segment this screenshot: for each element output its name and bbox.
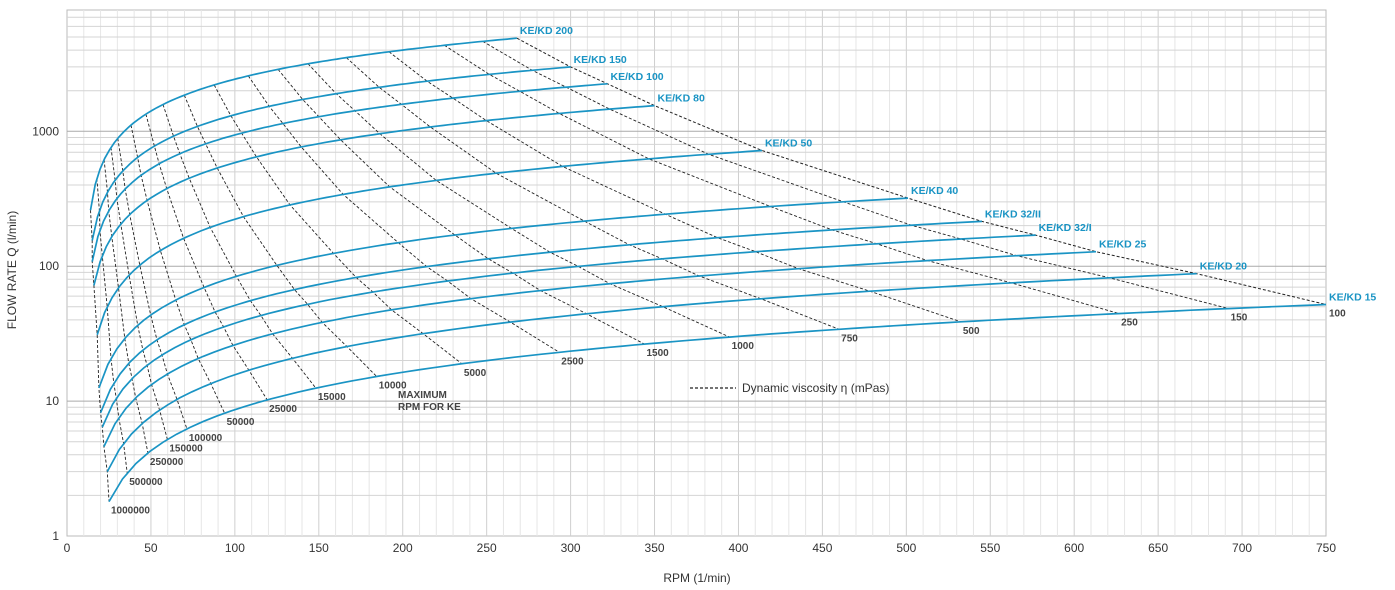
viscosity-label: 1000000 <box>111 506 150 517</box>
x-tick-label: 750 <box>1316 541 1336 555</box>
viscosity-lines <box>90 37 1327 502</box>
viscosity-label: 100 <box>1329 309 1346 320</box>
x-tick-label: 200 <box>393 541 413 555</box>
series-line <box>96 149 763 336</box>
viscosity-line <box>145 113 268 401</box>
viscosity-label: 500 <box>963 326 980 337</box>
x-tick-label: 50 <box>144 541 158 555</box>
viscosity-label: 1500 <box>646 348 669 359</box>
viscosity-label: 250000 <box>150 457 184 468</box>
x-tick-label: 700 <box>1232 541 1252 555</box>
legend-label: Dynamic viscosity η (mPas) <box>742 381 889 395</box>
series-label: KE/KD 20 <box>1200 261 1247 273</box>
x-tick-label: 450 <box>812 541 832 555</box>
y-tick-label: 100 <box>39 259 59 273</box>
y-tick-label: 1000 <box>32 124 59 138</box>
series-label: KE/KD 150 <box>574 54 627 66</box>
series-line <box>98 197 909 389</box>
grid <box>66 9 1327 537</box>
viscosity-label: 2500 <box>561 356 584 367</box>
viscosity-label: 150000 <box>169 444 203 455</box>
series-line <box>91 82 608 262</box>
axes: 0 50 100 150 200 250 300 350 400 450 500 550 600 650 7… <box>32 124 1336 555</box>
series-label: KE/KD 25 <box>1099 239 1146 251</box>
x-tick-label: 550 <box>980 541 1000 555</box>
viscosity-label: 500000 <box>129 477 163 488</box>
x-tick-label: 0 <box>64 541 71 555</box>
viscosity-label: 25000 <box>269 404 297 415</box>
series-line <box>91 66 571 241</box>
x-tick-label: 150 <box>309 541 329 555</box>
viscosity-label: 10000 <box>379 381 407 392</box>
series-line <box>99 220 982 414</box>
viscosity-line <box>183 95 378 377</box>
series-line <box>103 250 1097 447</box>
series-lines <box>89 37 1327 503</box>
viscosity-label: 250 <box>1121 318 1138 329</box>
viscosity-label: 100000 <box>189 433 223 444</box>
viscosity-line <box>130 125 226 414</box>
viscosity-line <box>444 44 1120 315</box>
series-label: KE/KD 100 <box>611 71 664 83</box>
viscosity-label: 750 <box>841 333 858 344</box>
viscosity-line <box>162 104 317 389</box>
max-rpm-line <box>516 37 1327 305</box>
viscosity-label: 50000 <box>227 417 255 428</box>
x-tick-label: 100 <box>225 541 245 555</box>
plot-frame <box>66 9 1327 537</box>
series-line <box>89 37 517 211</box>
series-label: KE/KD 200 <box>520 25 573 37</box>
series-line <box>108 303 1327 503</box>
viscosity-label: 1000 <box>732 341 755 352</box>
y-tick-label: 10 <box>46 394 60 408</box>
annotation-rpm-for-ke: RPM FOR KE <box>398 402 461 413</box>
viscosity-line <box>90 210 110 502</box>
y-axis-title: FLOW RATE Q (l/min) <box>5 211 19 329</box>
viscosity-label: 5000 <box>464 368 487 379</box>
series-line <box>93 104 655 286</box>
x-tick-label: 350 <box>645 541 665 555</box>
viscosity-line <box>277 69 645 345</box>
series-line <box>106 272 1197 473</box>
viscosity-line <box>110 147 168 440</box>
x-tick-label: 600 <box>1064 541 1084 555</box>
viscosity-line <box>117 138 188 430</box>
viscosity-label: 150 <box>1231 313 1248 324</box>
x-tick-label: 650 <box>1148 541 1168 555</box>
x-tick-label: 300 <box>561 541 581 555</box>
series-label: KE/KD 80 <box>658 93 705 105</box>
series-label: KE/KD 50 <box>765 138 812 150</box>
x-tick-label: 400 <box>728 541 748 555</box>
x-axis-title: RPM (1/min) <box>663 571 730 585</box>
series-label: KE/KD 32/II <box>985 208 1041 220</box>
viscosity-label: 15000 <box>318 392 346 403</box>
y-tick-label: 1 <box>52 529 59 543</box>
labels: KE/KD 200 KE/KD 150 KE/KD 100 KE/KD 80 KE/KD… <box>111 25 1376 516</box>
x-tick-label: 250 <box>477 541 497 555</box>
annotation-maximum: MAXIMUM <box>398 390 447 401</box>
series-label: KE/KD 32/I <box>1039 222 1092 234</box>
series-line <box>101 234 1036 428</box>
x-tick-label: 500 <box>896 541 916 555</box>
viscosity-line <box>345 57 840 330</box>
series-label: KE/KD 15 <box>1329 292 1376 304</box>
series-label: KE/KD 40 <box>911 185 958 197</box>
